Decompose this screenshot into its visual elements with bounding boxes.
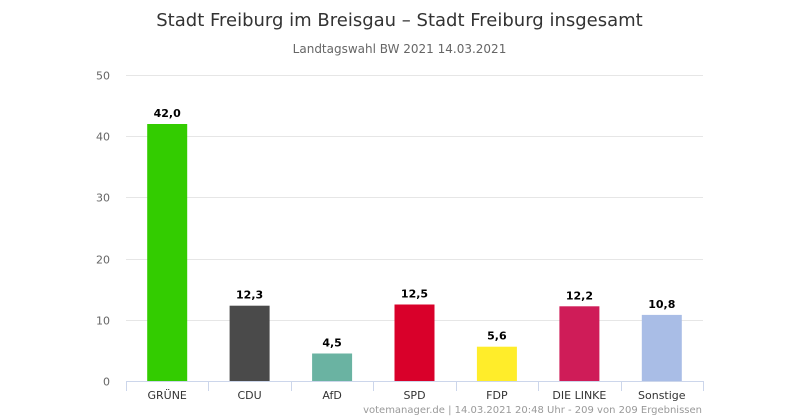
data-label: 4,5	[322, 337, 342, 350]
y-tick-label: 50	[96, 70, 110, 83]
bar-gr-ne[interactable]	[147, 124, 188, 381]
y-axis-ticks: 0 10 20 30 40 50	[96, 70, 110, 389]
x-tick-label: FDP	[486, 389, 508, 402]
bar-spd[interactable]	[394, 304, 435, 382]
bars	[147, 124, 682, 381]
data-label: 12,5	[401, 288, 428, 301]
y-tick-label: 10	[96, 315, 110, 328]
data-labels: 42,0 12,3 4,5 12,5 5,6 12,2 10,8	[154, 107, 676, 350]
data-label: 10,8	[648, 298, 675, 311]
x-tick-label: DIE LINKE	[552, 389, 606, 402]
x-tick-label: SPD	[403, 389, 425, 402]
x-axis: GRÜNE CDU AfD SPD FDP DIE LINKE Sonstige	[126, 381, 704, 402]
data-label: 5,6	[487, 330, 507, 343]
chart-credit[interactable]: votemanager.de | 14.03.2021 20:48 Uhr - …	[363, 405, 702, 416]
chart-title: Stadt Freiburg im Breisgau – Stadt Freib…	[156, 10, 642, 31]
y-tick-label: 20	[96, 254, 110, 267]
data-label: 12,3	[236, 289, 263, 302]
x-tick-label: Sonstige	[638, 389, 686, 402]
data-label: 42,0	[154, 107, 181, 120]
y-tick-label: 40	[96, 131, 110, 144]
x-tick-label: GRÜNE	[147, 389, 186, 402]
x-tick-label: CDU	[237, 389, 261, 402]
bar-fdp[interactable]	[476, 346, 517, 381]
bar-sonstige[interactable]	[641, 314, 682, 381]
y-tick-label: 30	[96, 192, 110, 205]
bar-cdu[interactable]	[229, 305, 270, 381]
y-tick-label: 0	[103, 376, 110, 389]
x-tick-label: AfD	[322, 389, 341, 402]
grid-lines	[126, 75, 703, 321]
chart-subtitle: Landtagswahl BW 2021 14.03.2021	[293, 42, 507, 56]
bar-die-linke[interactable]	[559, 306, 600, 381]
bar-afd[interactable]	[312, 353, 353, 382]
data-label: 12,2	[566, 289, 593, 302]
